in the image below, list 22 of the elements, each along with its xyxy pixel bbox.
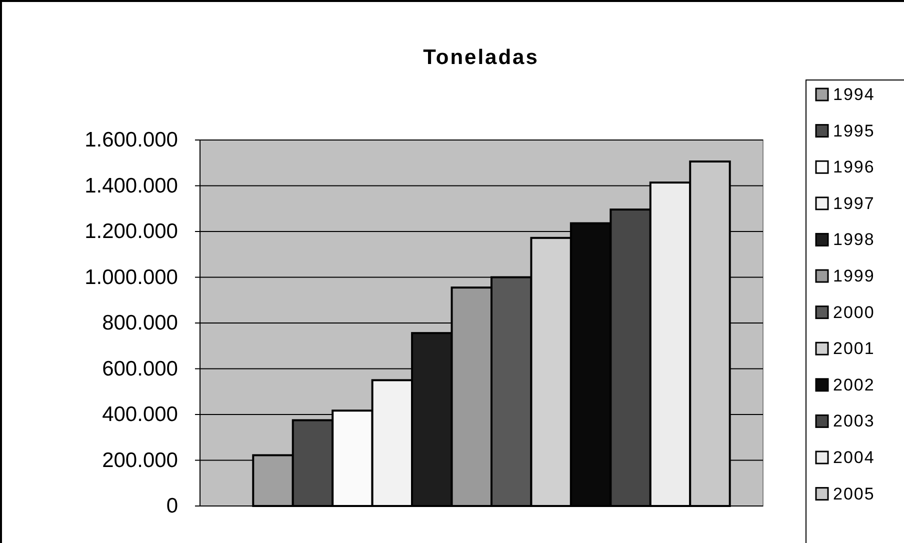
legend-label: 2003 <box>833 412 875 431</box>
y-tick-label: 800.000 <box>102 312 178 335</box>
legend-label: 1994 <box>833 85 875 104</box>
legend-label: 1996 <box>833 158 875 177</box>
legend-label: 2004 <box>833 448 875 467</box>
chart-title: Toneladas <box>423 46 539 69</box>
legend-label: 1998 <box>833 230 875 250</box>
y-tick-label: 0 <box>166 494 178 518</box>
y-tick-label: 600.000 <box>102 357 178 380</box>
legend-label: 1995 <box>833 121 875 140</box>
legend-label: 2005 <box>833 484 875 504</box>
legend-label: 1997 <box>833 194 875 213</box>
y-tick-label: 1.200.000 <box>84 220 178 244</box>
y-tick-label: 200.000 <box>102 448 178 472</box>
legend-label: 2001 <box>833 339 875 358</box>
legend-label: 2000 <box>833 302 875 322</box>
y-tick-label: 1.600.000 <box>84 128 178 152</box>
y-tick-label: 400.000 <box>102 403 178 426</box>
y-tick-label: 1.000.000 <box>84 266 178 289</box>
y-tick-label: 1.400.000 <box>84 174 178 198</box>
legend-label: 2002 <box>833 375 875 394</box>
legend-label: 1999 <box>833 266 875 286</box>
